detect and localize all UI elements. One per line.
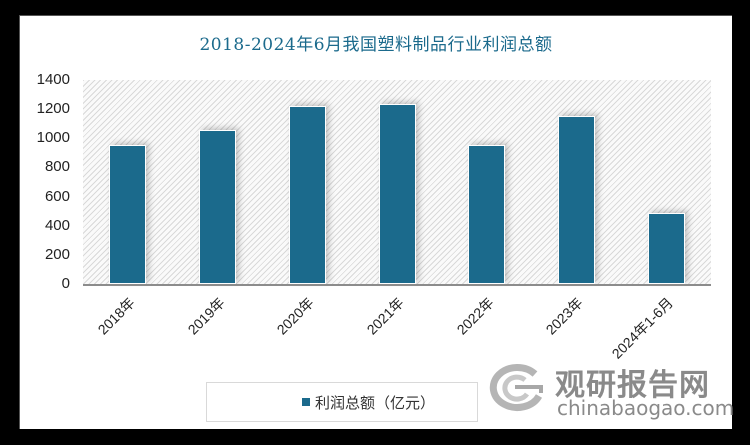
- y-tick-label: 800: [44, 158, 70, 176]
- bar: [199, 129, 237, 284]
- bar: [647, 213, 685, 284]
- watermark-logo-icon: [489, 363, 543, 411]
- x-tick-label: 2022年: [453, 294, 497, 338]
- bar: [378, 104, 416, 284]
- chart-card: 2018-2024年6月我国塑料制品行业利润总额 0 200 400 600 800 10…: [19, 15, 734, 429]
- x-axis-line: [83, 284, 711, 286]
- legend-label: 利润总额（亿元）: [315, 394, 436, 412]
- x-tick-label: 2024年1-6月: [608, 294, 677, 362]
- x-tick-label: 2023年: [542, 294, 587, 338]
- x-tick-label: 2021年: [363, 294, 407, 338]
- y-tick-label: 200: [44, 245, 70, 263]
- legend-swatch: [302, 398, 310, 406]
- y-tick-label: 1400: [36, 71, 70, 88]
- watermark-name: 观研报告网: [555, 369, 710, 402]
- legend: 利润总额（亿元）: [206, 382, 478, 422]
- watermark-domain: chinabaogao.com: [557, 396, 735, 420]
- chart-title: 2018-2024年6月我国塑料制品行业利润总额: [199, 35, 553, 55]
- x-tick-label: 2019年: [184, 294, 228, 338]
- bar: [288, 105, 326, 284]
- y-tick-label: 600: [44, 187, 70, 205]
- y-tick-label: 1000: [36, 129, 70, 147]
- x-tick-label: 2020年: [273, 294, 318, 338]
- y-tick-label: 0: [61, 275, 70, 292]
- y-tick-label: 1200: [36, 100, 70, 118]
- bar: [468, 144, 506, 284]
- x-tick-label: 2018年: [94, 294, 138, 338]
- bar: [109, 144, 147, 284]
- y-tick-label: 400: [44, 216, 70, 234]
- bar: [557, 115, 595, 284]
- watermark: 观研报告网 chinabaogao.com: [485, 356, 734, 426]
